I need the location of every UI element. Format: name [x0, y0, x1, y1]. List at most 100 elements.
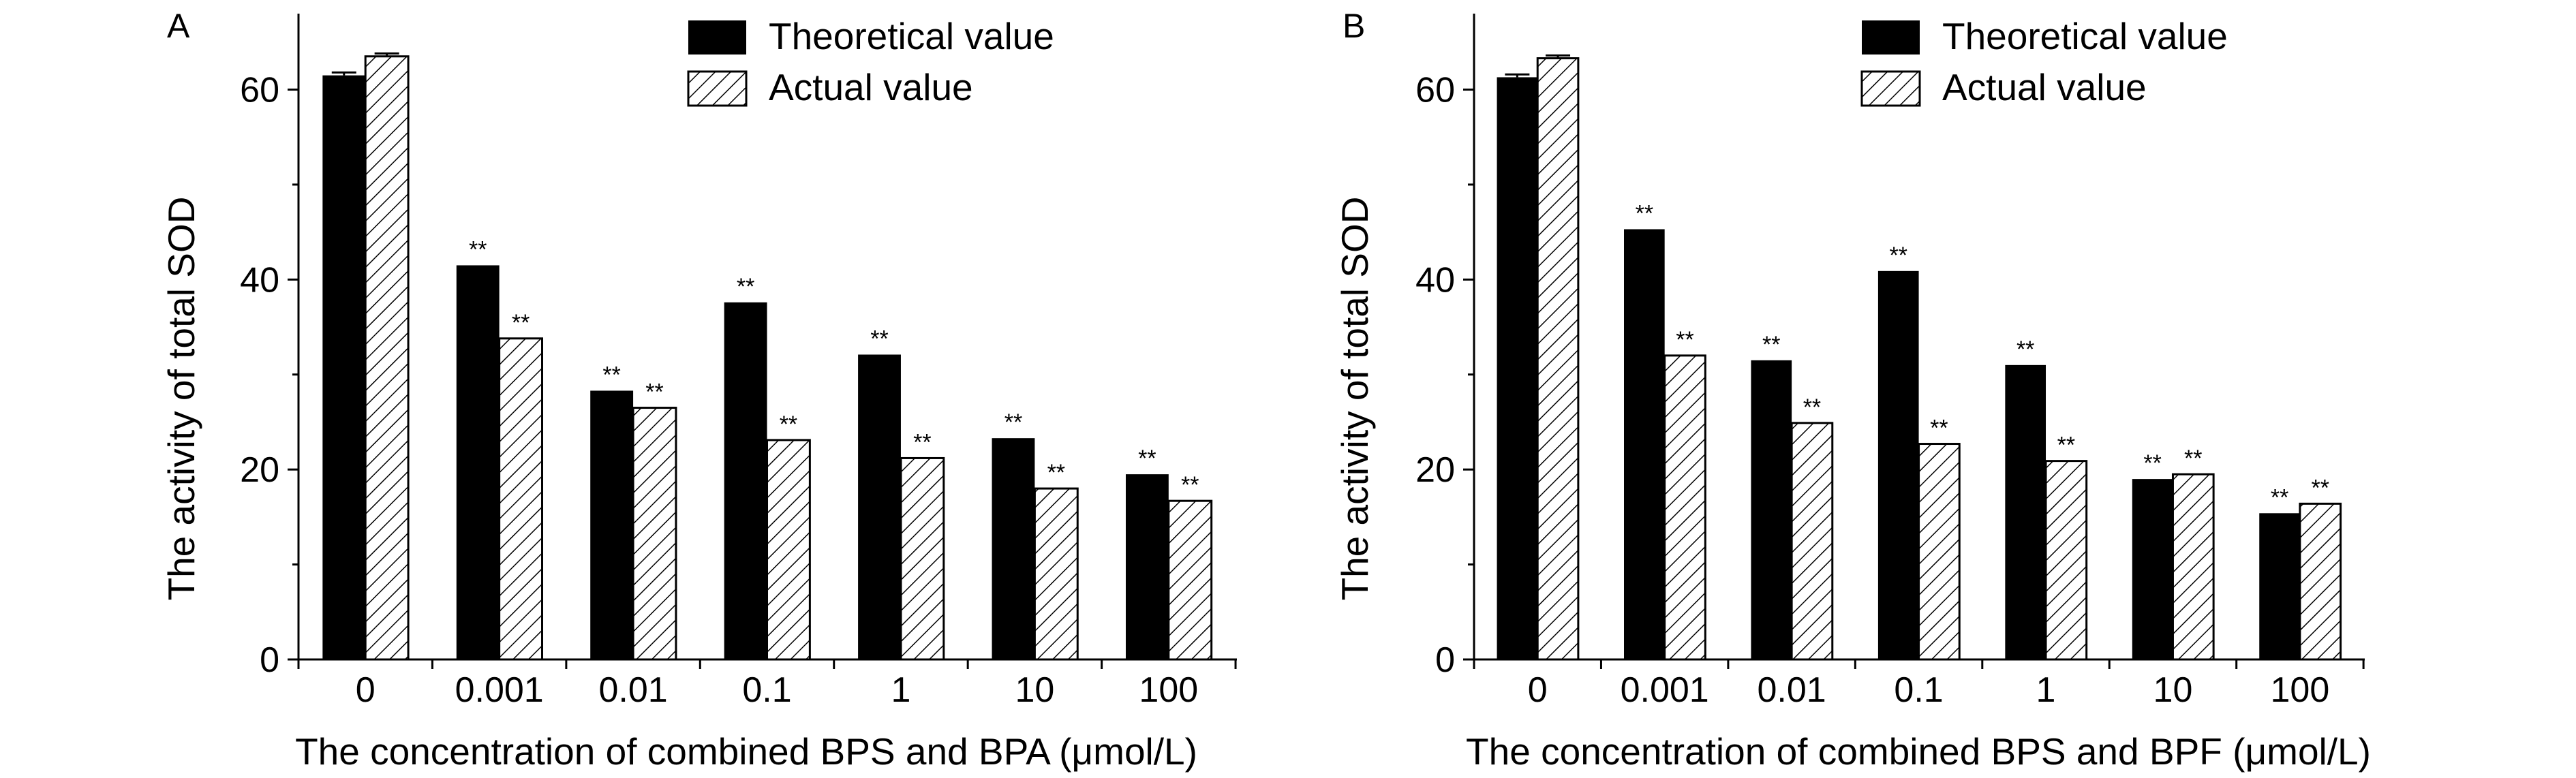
x-tick-label: 100 [2271, 670, 2330, 710]
significance-mark: ** [1930, 416, 1948, 441]
y-tick-labels: 0 20 40 60 [240, 71, 279, 680]
significance-mark: ** [780, 411, 797, 437]
x-tick-label: 100 [1139, 670, 1198, 710]
bar-theoretical [590, 390, 634, 659]
significance-mark: ** [1047, 460, 1065, 486]
bar-theoretical [1751, 360, 1792, 659]
legend: Theoretical value Actual value [1860, 15, 2228, 108]
legend-label-theoretical: Theoretical value [769, 15, 1054, 57]
x-axis-label: The concentration of combined BPS and BP… [295, 730, 1197, 773]
bar-theoretical [322, 75, 366, 659]
bar-actual [1663, 354, 1706, 661]
bar-actual [766, 439, 811, 661]
significance-mark: ** [1803, 394, 1821, 420]
bar-actual [2044, 460, 2088, 661]
y-tick-label: 20 [1415, 450, 1455, 490]
significance-mark: ** [1138, 446, 1156, 471]
y-axis-label: The activity of total SOD [160, 197, 202, 601]
bar-theoretical [858, 354, 901, 659]
x-tick-label: 0.1 [742, 670, 791, 710]
x-tick-label: 10 [2153, 670, 2193, 710]
bar-theoretical [1877, 270, 1919, 659]
legend-label-theoretical: Theoretical value [1942, 15, 2228, 57]
significance-mark: ** [602, 362, 620, 388]
x-tick-label: 0.01 [598, 670, 667, 710]
significance-mark: ** [2184, 446, 2202, 471]
legend-swatch-theoretical [1862, 20, 1920, 55]
panel-label: A [167, 7, 190, 45]
legend-label-actual: Actual value [769, 66, 973, 108]
bar-actual [1033, 487, 1079, 661]
legend: Theoretical value Actual value [687, 15, 1054, 108]
significance-marks: ** ** ** ** ** ** ** ** ** ** ** ** [469, 236, 1199, 498]
x-tick-label: 0 [1528, 670, 1548, 710]
y-tick-label: 0 [1435, 640, 1455, 680]
x-axis-label: The concentration of combined BPS and BP… [1466, 730, 2371, 773]
y-tick-label: 40 [1415, 260, 1455, 300]
legend-swatch-theoretical [688, 20, 746, 55]
bar-actual [1536, 57, 1580, 661]
bar-theoretical [2259, 513, 2300, 659]
significance-mark: ** [645, 379, 663, 405]
significance-mark: ** [870, 326, 888, 352]
bar-actual [364, 55, 410, 661]
significance-mark: ** [512, 310, 530, 336]
panel-label: B [1343, 7, 1365, 45]
bar-actual [1918, 443, 1961, 661]
significance-mark: ** [2057, 433, 2075, 458]
bar-actual [2299, 502, 2342, 661]
bar-theoretical [2132, 479, 2173, 659]
bars [1497, 54, 2342, 661]
bar-actual [1167, 499, 1213, 661]
significance-mark: ** [2271, 484, 2288, 510]
x-tick-label: 0.1 [1894, 670, 1943, 710]
legend-swatch-actual [1860, 70, 1921, 107]
significance-mark: ** [1181, 472, 1199, 498]
x-tick-label: 1 [891, 670, 910, 710]
bar-theoretical [724, 302, 767, 659]
x-tick-label: 10 [1015, 670, 1054, 710]
y-tick-label: 60 [240, 71, 279, 110]
significance-mark: ** [1890, 243, 1907, 268]
y-axis-label: The activity of total SOD [1334, 197, 1376, 601]
x-tick-label: 0.001 [1621, 670, 1709, 710]
x-tick-labels: 0 0.001 0.01 0.1 1 10 100 [1528, 670, 2330, 710]
bar-actual [900, 456, 945, 661]
significance-marks: ** ** ** ** ** ** ** ** ** ** ** ** [1636, 200, 2329, 510]
bar-theoretical [456, 265, 500, 659]
x-tick-label: 0.01 [1758, 670, 1826, 710]
significance-mark: ** [737, 274, 754, 300]
x-tick-label: 0 [356, 670, 375, 710]
bars [322, 52, 1213, 661]
y-tick-label: 40 [240, 260, 279, 300]
axes [288, 14, 1237, 669]
y-tick-label: 20 [240, 450, 279, 490]
significance-mark: ** [2312, 475, 2329, 501]
x-tick-label: 0.001 [455, 670, 544, 710]
significance-mark: ** [913, 429, 931, 455]
bar-theoretical [1497, 77, 1538, 659]
bar-actual [2171, 473, 2215, 661]
y-tick-label: 60 [1415, 71, 1455, 110]
bar-actual [498, 337, 544, 661]
bar-theoretical [1624, 229, 1665, 659]
bar-actual [632, 407, 677, 661]
significance-mark: ** [2143, 450, 2161, 476]
bar-actual [1790, 422, 1834, 661]
x-tick-label: 1 [2036, 670, 2056, 710]
y-tick-labels: 0 20 40 60 [1415, 71, 1455, 680]
significance-mark: ** [1636, 200, 1653, 226]
significance-mark: ** [1676, 327, 1693, 353]
legend-swatch-actual [687, 70, 748, 107]
significance-mark: ** [2017, 337, 2034, 362]
significance-mark: ** [469, 236, 487, 262]
x-tick-labels: 0 0.001 0.01 0.1 1 10 100 [356, 670, 1198, 710]
significance-mark: ** [1762, 332, 1780, 358]
legend-label-actual: Actual value [1942, 66, 2147, 108]
significance-mark: ** [1005, 409, 1022, 435]
y-tick-label: 0 [260, 640, 279, 680]
bar-theoretical [992, 438, 1035, 659]
